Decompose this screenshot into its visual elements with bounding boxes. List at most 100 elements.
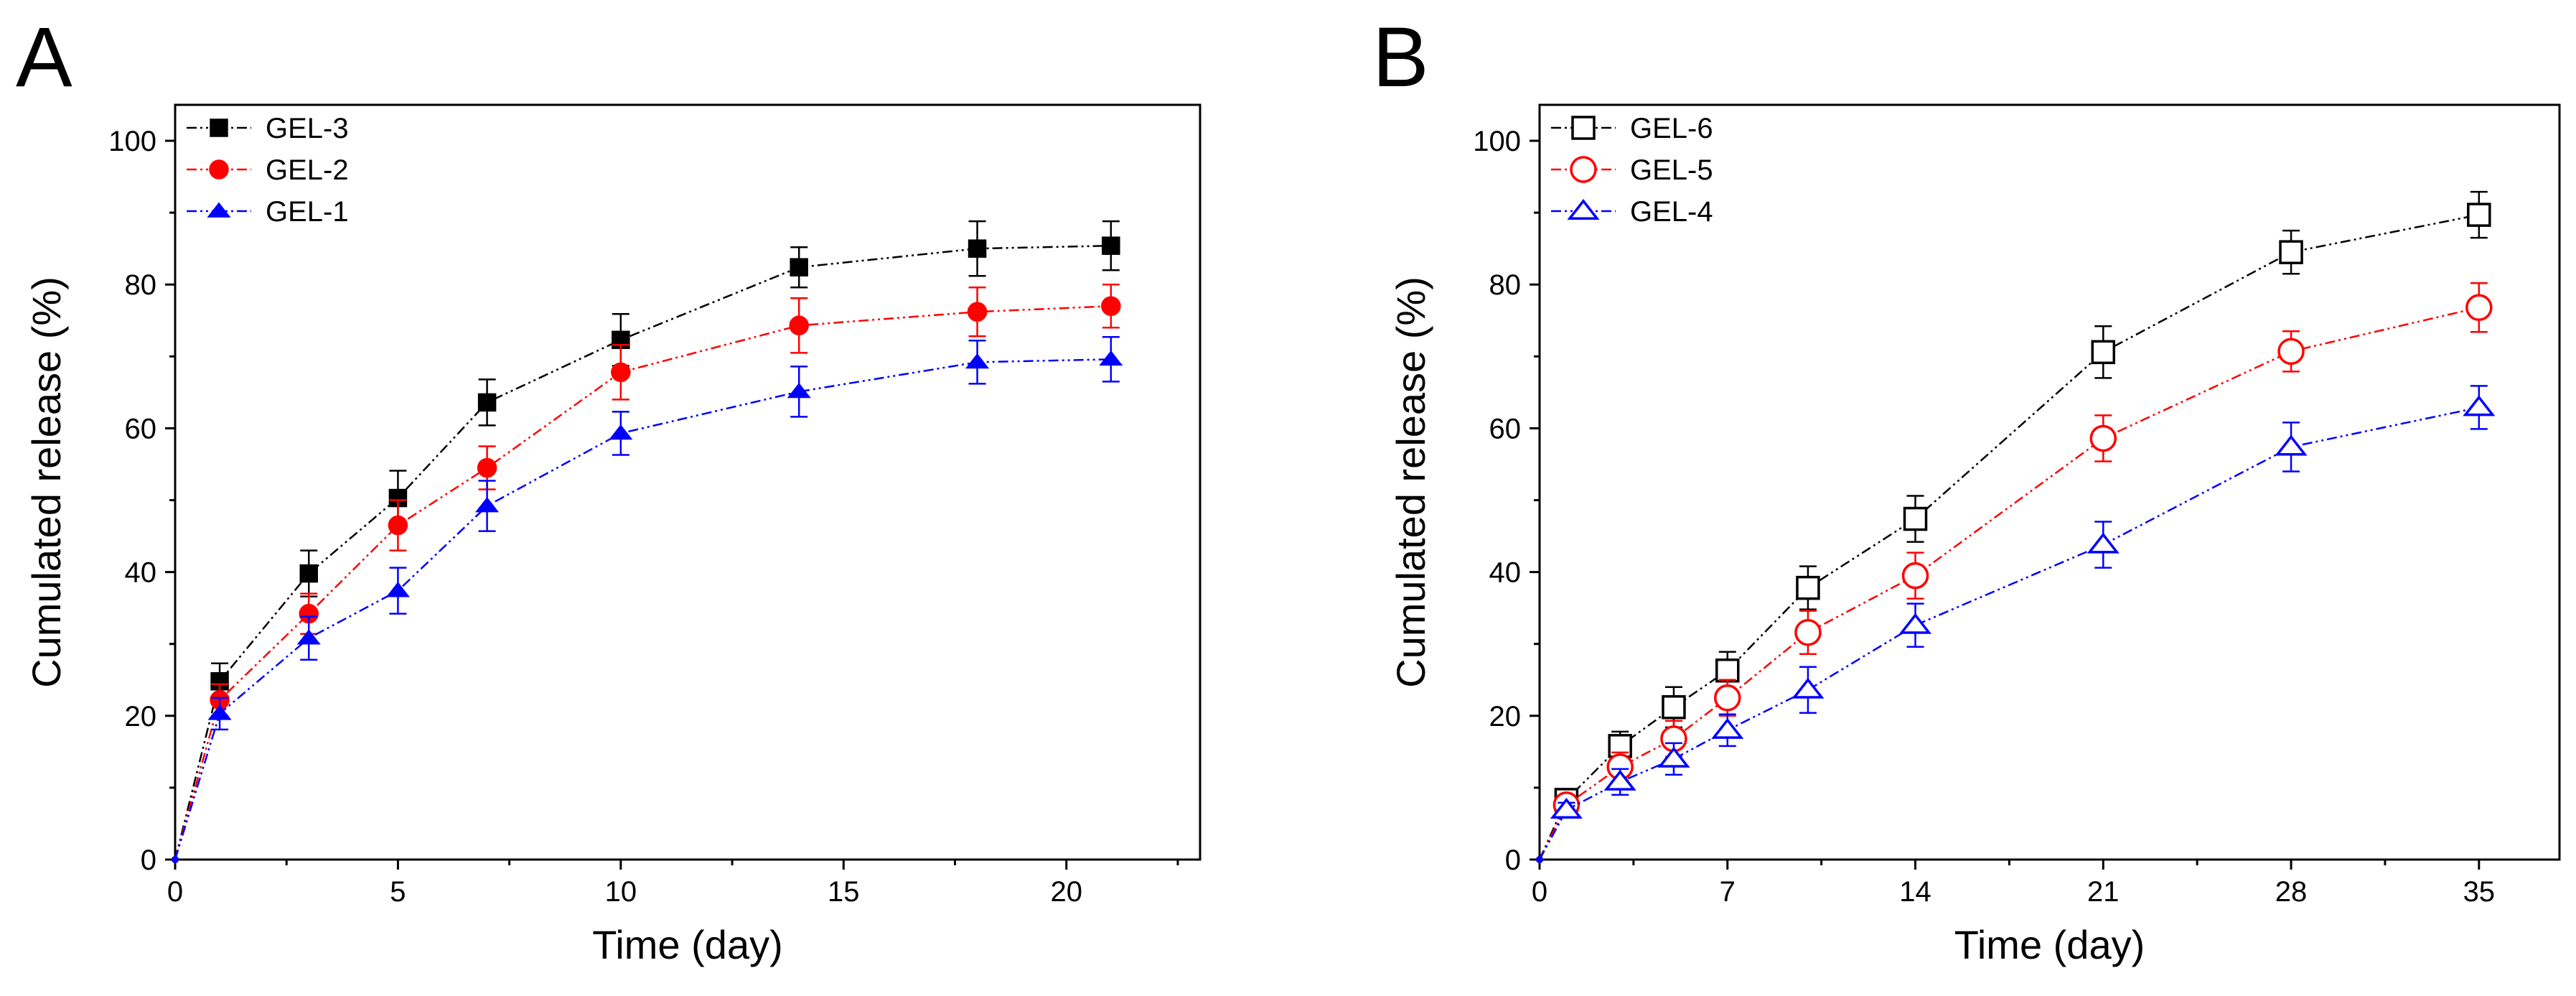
panel-label: A xyxy=(16,10,72,105)
x-tick-label: 0 xyxy=(1532,876,1547,908)
x-axis-title: Time (day) xyxy=(1954,922,2145,967)
data-point xyxy=(477,393,497,412)
data-point xyxy=(1796,575,1820,600)
series-line xyxy=(174,244,1111,860)
data-point xyxy=(2275,434,2308,456)
legend-marker xyxy=(1567,199,1600,220)
data-point xyxy=(967,302,988,322)
series-gel-2 xyxy=(172,283,1121,863)
legend-label: GEL-1 xyxy=(266,196,349,228)
data-point xyxy=(609,424,633,440)
data-point xyxy=(790,258,808,276)
data-point xyxy=(1714,684,1741,712)
y-tick-label: 60 xyxy=(1489,413,1522,445)
data-point xyxy=(1903,506,1928,531)
data-point xyxy=(787,382,811,399)
series-gel-5 xyxy=(1536,281,2493,863)
data-point xyxy=(1099,350,1123,366)
data-point xyxy=(1792,677,1825,699)
data-point xyxy=(2091,340,2116,365)
data-point xyxy=(1711,717,1744,739)
legend-marker xyxy=(1571,116,1596,140)
legend-marker xyxy=(210,118,228,137)
legend-entry: GEL-3 xyxy=(187,113,349,144)
data-point xyxy=(477,457,497,478)
data-point xyxy=(1101,296,1121,317)
legend-marker xyxy=(1570,156,1597,183)
legend-entry: GEL-6 xyxy=(1551,113,1713,144)
data-point xyxy=(1715,658,1740,683)
series-line xyxy=(1538,307,2480,860)
legend-marker xyxy=(209,159,229,180)
legend-label: GEL-6 xyxy=(1630,113,1713,144)
y-tick-label: 20 xyxy=(125,701,157,732)
legend-entry: GEL-4 xyxy=(1551,196,1713,228)
data-point xyxy=(207,704,232,720)
data-point xyxy=(385,582,410,597)
data-point xyxy=(2277,338,2305,366)
y-tick-label: 20 xyxy=(1489,701,1522,732)
y-tick-label: 60 xyxy=(125,413,157,445)
x-tick-label: 20 xyxy=(1050,876,1082,908)
x-tick-label: 14 xyxy=(1899,876,1931,908)
y-tick-label: 0 xyxy=(1505,844,1521,876)
y-tick-label: 40 xyxy=(125,557,157,589)
data-point xyxy=(2465,294,2493,322)
data-point xyxy=(611,362,631,383)
data-point xyxy=(172,856,179,863)
data-point xyxy=(2089,424,2117,452)
legend-entry: GEL-1 xyxy=(187,196,349,228)
y-tick-label: 80 xyxy=(125,269,157,301)
data-point xyxy=(1901,562,1929,590)
x-tick-label: 21 xyxy=(2087,876,2120,908)
y-tick-label: 40 xyxy=(1489,557,1522,589)
data-point xyxy=(1662,695,1686,720)
legend-label: GEL-3 xyxy=(266,113,349,144)
legend-label: GEL-2 xyxy=(266,154,349,186)
series-line xyxy=(1538,213,2480,860)
panel-a: A 0 20 40 60 80 100 0 5 10 15 20 Time (day) Cumulated… xyxy=(16,10,1202,967)
data-point xyxy=(789,315,809,336)
y-tick-label: 100 xyxy=(1473,126,1521,157)
data-point xyxy=(2279,240,2303,264)
series-gel-1 xyxy=(172,336,1123,863)
legend-marker xyxy=(207,202,231,218)
data-point xyxy=(1536,856,1543,863)
data-point xyxy=(475,497,500,513)
x-tick-label: 15 xyxy=(828,876,860,908)
data-point xyxy=(1657,746,1690,768)
y-tick-label: 80 xyxy=(1489,269,1522,301)
legend-label: GEL-5 xyxy=(1630,154,1713,186)
y-axis-title: Cumulated release (%) xyxy=(1388,276,1433,688)
data-point xyxy=(1550,797,1583,819)
legend-label: GEL-4 xyxy=(1630,196,1713,228)
data-point xyxy=(1898,613,1932,634)
data-point xyxy=(1603,769,1636,791)
plot-frame xyxy=(174,103,1202,861)
x-tick-label: 0 xyxy=(167,876,183,908)
legend-entry: GEL-2 xyxy=(187,154,349,186)
data-point xyxy=(296,629,321,645)
legend-entry: GEL-5 xyxy=(1551,154,1713,186)
data-point xyxy=(299,564,319,583)
x-tick-label: 10 xyxy=(605,876,637,908)
panel-b: B 0 20 40 60 80 100 0 7 14 21 28 35 Time (day) Cumulat… xyxy=(1372,10,2561,967)
x-tick-label: 5 xyxy=(390,876,406,908)
plot-frame xyxy=(1538,103,2561,861)
data-point xyxy=(2086,532,2120,554)
series-line xyxy=(1538,406,2480,860)
data-point xyxy=(388,515,408,536)
x-tick-label: 7 xyxy=(1720,876,1736,908)
data-point xyxy=(1794,618,1822,646)
y-tick-label: 0 xyxy=(141,844,156,876)
series-line xyxy=(174,305,1111,860)
data-point xyxy=(2467,203,2491,227)
series-gel-4 xyxy=(1536,385,2496,863)
series-line xyxy=(174,358,1111,860)
data-point xyxy=(2463,395,2496,416)
data-point xyxy=(965,353,990,369)
data-point xyxy=(968,239,987,258)
panel-label: B xyxy=(1372,10,1429,105)
